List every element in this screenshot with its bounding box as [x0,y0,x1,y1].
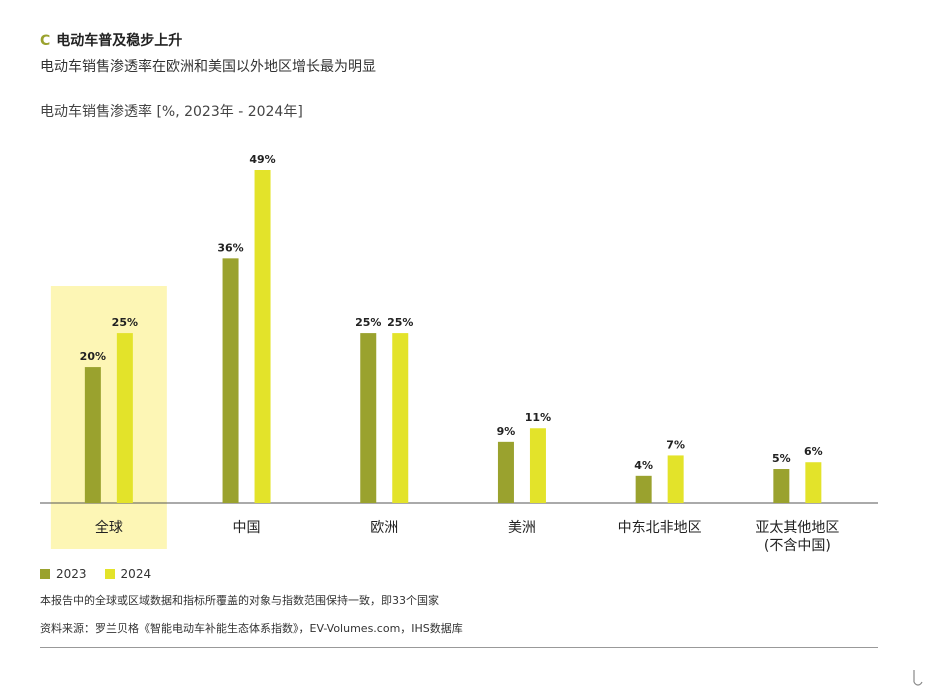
header-subtitle: 电动车销售渗透率在欧洲和美国以外地区增长最为明显 [40,59,376,75]
header-title: 电动车普及稳步上升 [56,33,183,49]
data-label-2024-1: 49% [249,153,275,166]
bottom-divider [40,647,878,648]
bar-2023-5 [773,469,790,503]
data-label-2023-0: 20% [80,350,106,363]
category-label-5-0: 亚太其他地区 [755,520,839,536]
legend-item-2023: 2023 [40,567,87,581]
source-note: 资料来源：罗兰贝格《智能电动车补能生态体系指数》，EV-Volumes.com，… [40,622,463,635]
legend-item-2024: 2024 [104,567,152,581]
data-label-2023-4: 4% [634,459,653,472]
data-label-2024-2: 25% [387,316,413,329]
data-label-2024-4: 7% [666,438,685,451]
bar-2024-5 [805,462,822,503]
cursor-icon [913,670,923,686]
data-label-2023-1: 36% [217,241,243,254]
bar-2024-0 [116,333,133,503]
bar-2023-4 [635,475,652,503]
legend-label-2023: 2023 [56,567,87,581]
legend: 2023 2024 [40,567,169,581]
data-label-2023-5: 5% [772,452,791,465]
legend-label-2024: 2024 [120,567,152,581]
highlight-band [50,286,167,549]
category-label-3-0: 美洲 [508,520,536,536]
legend-swatch-2023 [40,569,50,579]
footnote: 本报告中的全球或区域数据和指标所覆盖的对象与指数范围保持一致，即33个国家 [40,594,439,607]
data-label-2024-3: 11% [525,411,551,424]
data-label-2024-0: 25% [112,316,138,329]
bar-2023-0 [84,367,101,503]
bar-2024-3 [529,428,546,503]
category-label-0-0: 全球 [95,519,123,536]
chart-title: 电动车销售渗透率 [%, 2023年 - 2024年] [40,104,303,120]
bar-2023-3 [497,441,514,503]
data-label-2023-3: 9% [497,425,516,438]
category-label-2-0: 欧洲 [370,520,398,536]
data-label-2024-5: 6% [804,445,823,458]
legend-swatch-2024 [104,569,115,579]
category-label-1-0: 中国 [233,520,261,536]
bar-2023-2 [360,333,377,503]
data-label-2023-2: 25% [355,316,381,329]
bar-2024-4 [667,455,684,503]
bar-2024-1 [254,170,271,503]
bar-2024-2 [392,333,409,503]
chart-header: C 电动车普及稳步上升 电动车销售渗透率在欧洲和美国以外地区增长最为明显 [40,32,376,76]
category-label-5-1: (不含中国) [764,538,831,554]
panel-letter: C [40,33,51,49]
category-label-4-0: 中东北非地区 [618,520,702,536]
bar-2023-1 [222,258,239,503]
header-title-line: C 电动车普及稳步上升 [40,32,376,50]
